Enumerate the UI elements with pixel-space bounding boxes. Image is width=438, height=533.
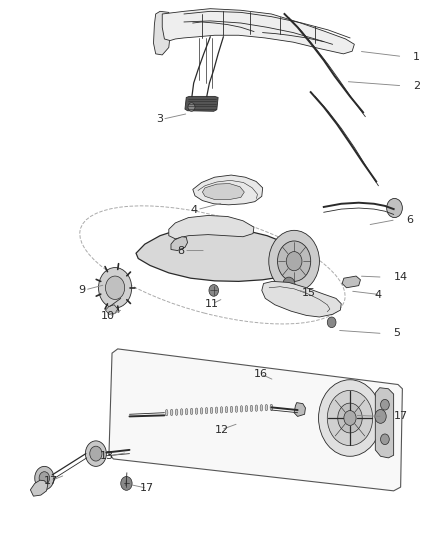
Circle shape [318, 379, 381, 456]
Ellipse shape [240, 406, 243, 412]
Ellipse shape [225, 407, 228, 413]
Text: 1: 1 [413, 52, 420, 61]
Circle shape [344, 410, 356, 425]
Text: 10: 10 [101, 311, 115, 321]
Polygon shape [153, 11, 171, 55]
Ellipse shape [260, 405, 263, 411]
Circle shape [269, 230, 319, 292]
Ellipse shape [205, 407, 208, 414]
Circle shape [327, 317, 336, 328]
Polygon shape [262, 281, 341, 317]
Text: 11: 11 [205, 298, 219, 309]
Polygon shape [342, 276, 360, 288]
Ellipse shape [220, 407, 223, 413]
Circle shape [381, 399, 389, 410]
Circle shape [121, 477, 132, 490]
Ellipse shape [190, 408, 193, 415]
Ellipse shape [215, 407, 218, 414]
Text: 16: 16 [254, 369, 268, 379]
Text: 17: 17 [43, 476, 58, 486]
Circle shape [85, 441, 106, 466]
Circle shape [106, 276, 125, 300]
Polygon shape [106, 305, 118, 314]
Ellipse shape [170, 409, 173, 416]
Polygon shape [185, 96, 218, 111]
Polygon shape [193, 175, 263, 205]
Ellipse shape [250, 405, 253, 411]
Circle shape [188, 103, 195, 111]
Circle shape [327, 390, 373, 446]
Polygon shape [169, 215, 254, 239]
Ellipse shape [265, 405, 268, 411]
Ellipse shape [180, 409, 183, 415]
Ellipse shape [210, 407, 213, 414]
Ellipse shape [195, 408, 198, 414]
Text: 6: 6 [407, 215, 414, 225]
Ellipse shape [230, 406, 233, 413]
Text: 15: 15 [302, 288, 316, 298]
Circle shape [278, 241, 311, 281]
Text: 3: 3 [155, 114, 162, 124]
Polygon shape [162, 9, 354, 54]
Text: 5: 5 [394, 328, 401, 338]
Polygon shape [171, 237, 187, 251]
Circle shape [387, 198, 403, 217]
Ellipse shape [245, 406, 248, 412]
Circle shape [381, 434, 389, 445]
Ellipse shape [270, 404, 273, 410]
Circle shape [375, 409, 386, 423]
Text: 9: 9 [78, 285, 85, 295]
Circle shape [99, 268, 132, 308]
Ellipse shape [235, 406, 238, 413]
Text: 17: 17 [140, 483, 154, 493]
Ellipse shape [185, 408, 188, 415]
Polygon shape [136, 227, 304, 281]
Text: 4: 4 [191, 205, 198, 215]
Text: 8: 8 [177, 246, 185, 255]
Ellipse shape [175, 409, 178, 415]
Text: 13: 13 [100, 451, 114, 461]
Text: 4: 4 [374, 289, 381, 300]
Polygon shape [109, 349, 403, 491]
Circle shape [283, 277, 295, 292]
Circle shape [338, 403, 362, 433]
Circle shape [35, 466, 54, 490]
Circle shape [286, 252, 302, 271]
Ellipse shape [200, 408, 203, 414]
Polygon shape [294, 402, 305, 416]
Circle shape [209, 285, 219, 296]
Text: 17: 17 [394, 411, 408, 422]
Text: 14: 14 [394, 272, 408, 282]
Polygon shape [30, 480, 48, 496]
Polygon shape [202, 183, 244, 199]
Circle shape [90, 446, 102, 461]
Ellipse shape [255, 405, 258, 411]
Polygon shape [375, 387, 394, 458]
Ellipse shape [165, 409, 168, 416]
Text: 2: 2 [413, 81, 420, 91]
Text: 12: 12 [215, 425, 229, 435]
Circle shape [39, 472, 49, 484]
